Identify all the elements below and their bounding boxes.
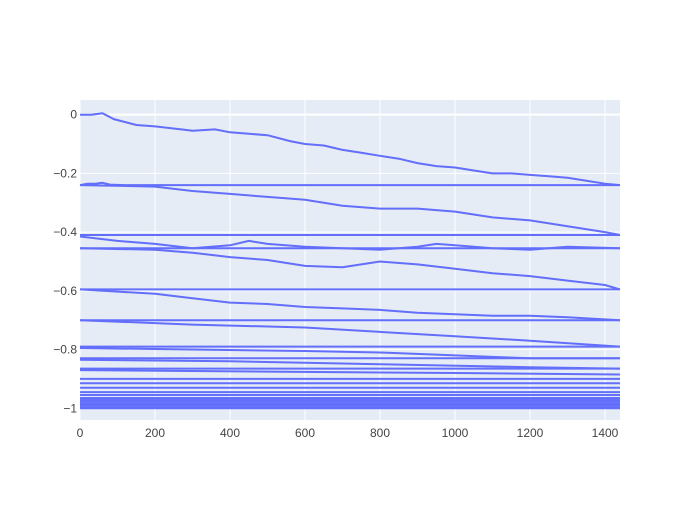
x-tick-label: 0 — [77, 426, 84, 440]
x-tick-label: 800 — [370, 426, 390, 440]
series-line — [80, 112, 621, 187]
y-tick-label: −0.8 — [53, 343, 77, 357]
y-axis: 0 −0.2 −0.4 −0.6 −0.8 −1 — [53, 108, 77, 416]
series-line — [79, 319, 621, 348]
x-tick-label: 400 — [220, 426, 240, 440]
x-tick-label: 600 — [295, 426, 315, 440]
y-tick-label: −0.6 — [53, 284, 77, 298]
x-tick-label: 1000 — [442, 426, 469, 440]
y-tick-label: 0 — [70, 108, 77, 122]
y-tick-label: −0.2 — [53, 166, 77, 180]
series-line — [79, 288, 621, 322]
series-line — [79, 184, 621, 236]
x-tick-label: 1200 — [517, 426, 544, 440]
x-tick-label: 200 — [145, 426, 165, 440]
series-line — [79, 247, 621, 291]
series-lines — [79, 112, 621, 410]
y-tick-label: −0.4 — [53, 225, 77, 239]
series-line — [79, 369, 621, 376]
y-tick-label: −1 — [63, 401, 77, 415]
x-tick-label: 1400 — [592, 426, 619, 440]
x-axis: 0 200 400 600 800 1000 1200 1400 — [77, 426, 619, 440]
